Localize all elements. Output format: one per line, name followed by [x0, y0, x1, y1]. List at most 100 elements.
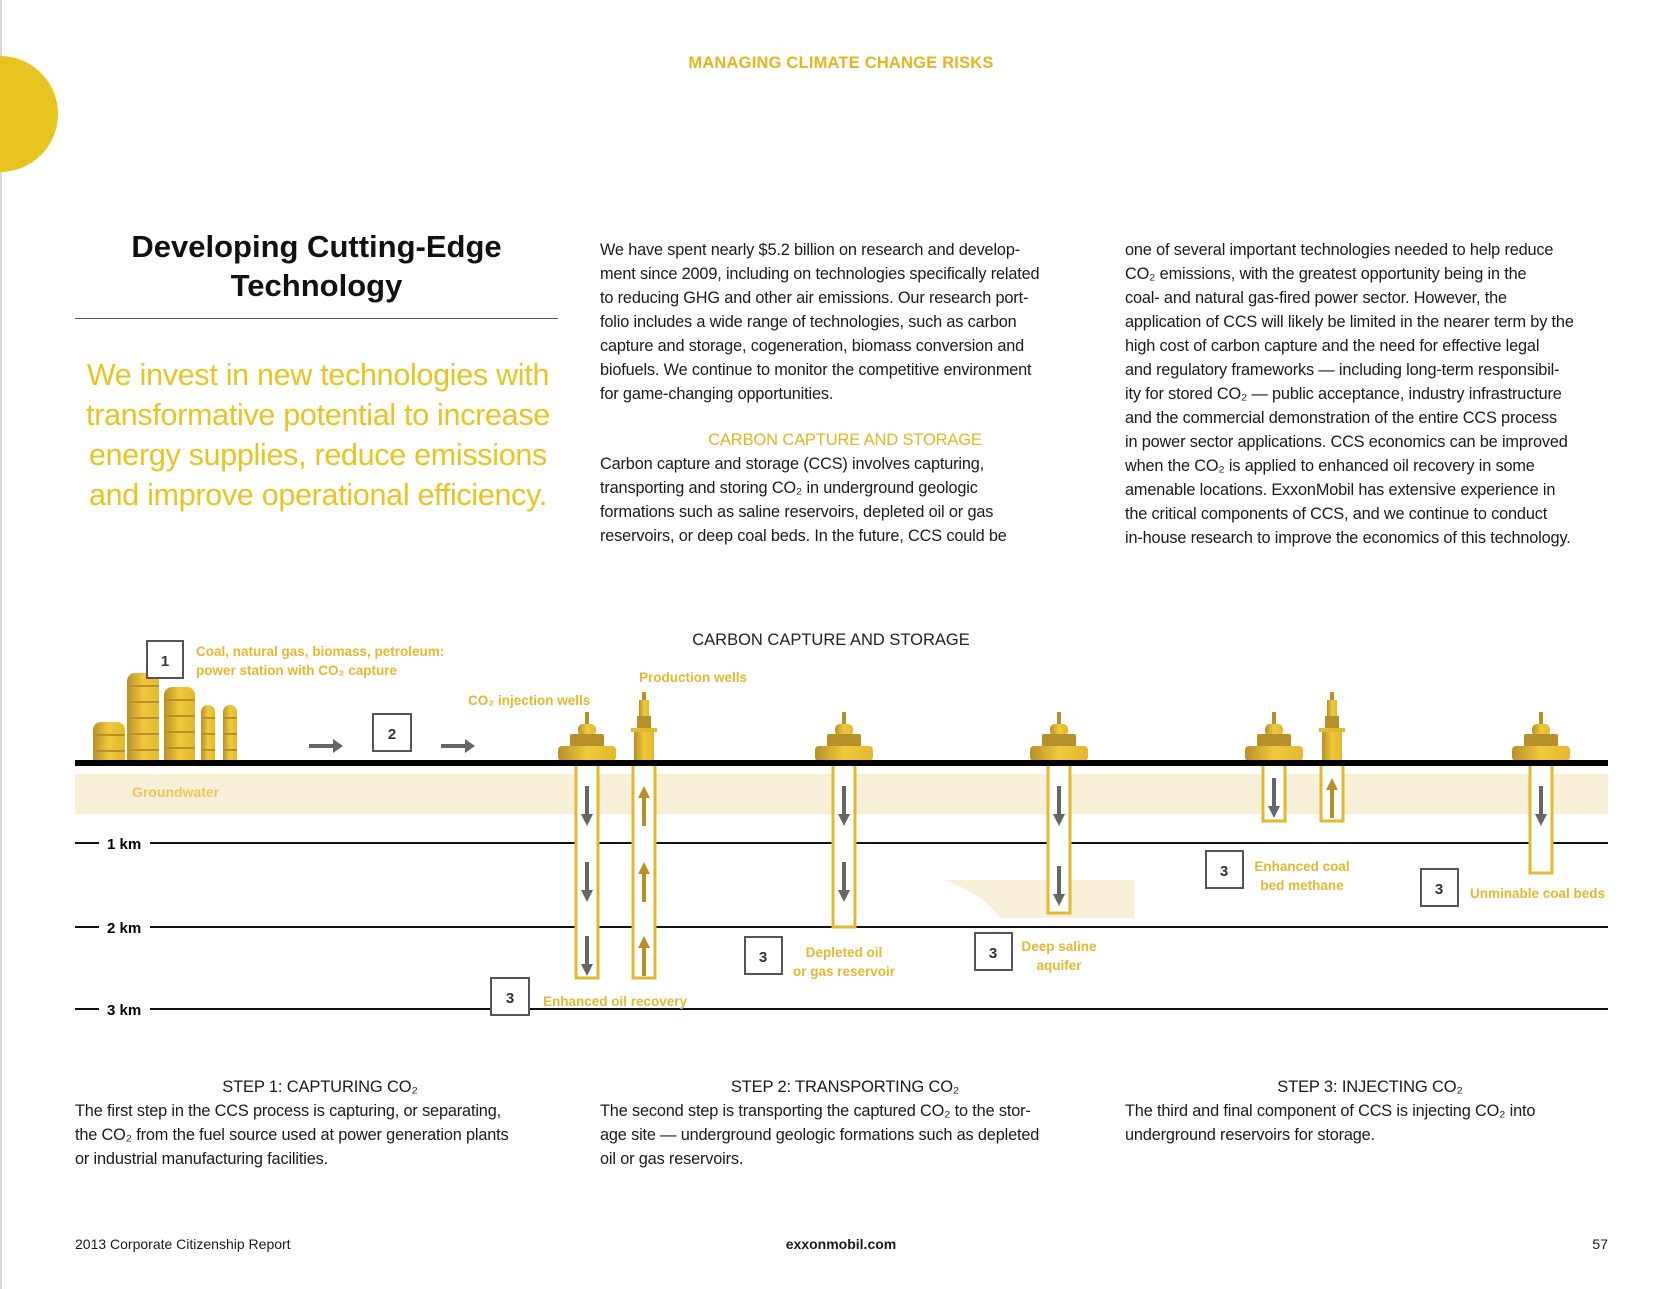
wellhead-stem [1057, 712, 1061, 726]
arrow-head [1268, 806, 1280, 818]
tank-band [164, 731, 195, 733]
page-title-line: Developing Cutting-Edge [131, 229, 502, 264]
step-3-number: 3 [506, 990, 514, 1007]
production-wells-label: Production wells [639, 670, 747, 685]
tank-band [223, 749, 237, 751]
wellhead-icon [631, 692, 657, 761]
step-3-number: 3 [1435, 881, 1443, 898]
depth-label: 2 km [107, 920, 141, 937]
wellhead-base [1512, 746, 1570, 761]
step-3-number: 3 [759, 949, 767, 966]
footer-report-title: 2013 Corporate Citizenship Report [75, 1236, 291, 1252]
body-line: and regulatory frameworks — including lo… [1125, 361, 1560, 379]
arrow-down-icon [838, 786, 850, 826]
arrow-head [581, 890, 593, 902]
step-line: or industrial manufacturing facilities. [75, 1150, 328, 1168]
injection-well [1512, 712, 1570, 875]
step-1-number: 1 [161, 653, 169, 670]
body-line: high cost of carbon capture and the need… [1125, 337, 1540, 355]
wellhead-block [1325, 716, 1339, 728]
arrow-up-icon [638, 936, 650, 976]
arrow-shaft [585, 786, 589, 816]
storage-tank [127, 673, 159, 761]
arrow-head [638, 862, 650, 874]
source-label: power station with CO₂ capture [196, 663, 398, 678]
injection-well [1245, 712, 1303, 823]
wellhead-icon [815, 712, 873, 761]
body-line: for game-changing opportunities. [600, 385, 834, 403]
wellhead-stem [1272, 712, 1276, 726]
wellhead-tower [1327, 700, 1337, 718]
step-2-number: 2 [388, 726, 396, 743]
arrow-shaft [842, 862, 846, 892]
wellhead-cap [578, 724, 596, 736]
body-line: coal- and natural gas-fired power sector… [1125, 289, 1507, 307]
tank-body [223, 713, 237, 761]
arrow-shaft [642, 872, 646, 902]
arrow-head [638, 786, 650, 798]
ground-surface [75, 760, 1608, 766]
arrow-head [581, 814, 593, 826]
arrow-down-icon [1053, 786, 1065, 826]
site-enhanced-oil-recovery: 3 Enhanced oil recovery [490, 977, 688, 1016]
wellhead-cap [1265, 724, 1283, 736]
body-column-2: We have spent nearly $5.2 billion on res… [600, 238, 1090, 548]
arrow-shaft [585, 862, 589, 892]
step-3-number: 3 [1220, 863, 1228, 880]
wellhead-body [827, 734, 861, 747]
tank-band [127, 717, 159, 719]
wells [558, 692, 1570, 980]
body-line: ity for stored CO₂ — public acceptance, … [1125, 385, 1562, 403]
step-line: The first step in the CCS process is cap… [75, 1102, 501, 1120]
step-heading: STEP 2: TRANSPORTING CO₂ [730, 1078, 960, 1096]
arrow-head [1326, 778, 1338, 790]
wellhead-base [558, 746, 616, 761]
source-label: Coal, natural gas, biomass, petroleum: [196, 644, 444, 659]
body-line: ment since 2009, including on technologi… [600, 265, 1040, 283]
body-line: to reducing GHG and other air emissions.… [600, 289, 1029, 307]
section-tab-marker [0, 56, 58, 172]
arrow-down-icon [581, 862, 593, 902]
arrow-up-icon [638, 786, 650, 826]
arrow-right-icon [309, 739, 343, 753]
body-line: biofuels. We continue to monitor the com… [600, 361, 1032, 379]
tank-band [223, 717, 237, 719]
page-edge [0, 0, 2, 1289]
page-number: 57 [1592, 1236, 1608, 1252]
wellhead-collar [631, 728, 657, 732]
body-line: reservoirs, or deep coal beds. In the fu… [600, 527, 1007, 545]
step-3-description: STEP 3: INJECTING CO₂ The third and fina… [1125, 1075, 1615, 1147]
page-title: Developing Cutting-Edge Technology [75, 227, 558, 305]
wellhead-base [1030, 746, 1088, 761]
title-divider [75, 318, 558, 319]
body-line: formations such as saline reservoirs, de… [600, 503, 994, 521]
ccs-diagram: CARBON CAPTURE AND STORAGE Groundwater 1… [75, 631, 1608, 1019]
pull-quote: We invest in new technologies with trans… [68, 355, 568, 515]
arrow-shaft [642, 946, 646, 976]
arrow-shaft [1057, 866, 1061, 896]
body-line: We have spent nearly $5.2 billion on res… [600, 241, 1021, 259]
wellhead-body [1042, 734, 1076, 747]
site-label: or gas reservoir [793, 964, 896, 979]
body-line: Carbon capture and storage (CCS) involve… [600, 455, 985, 473]
site-label: Depleted oil [806, 945, 883, 960]
arrow-up-icon [638, 862, 650, 902]
body-line: CO₂ emissions, with the greatest opportu… [1125, 265, 1527, 283]
storage-tank [164, 687, 195, 761]
step-3-box [974, 932, 1013, 971]
injection-well [1030, 712, 1088, 915]
step-3-box [1420, 868, 1459, 907]
footer-website[interactable]: exxonmobil.com [785, 1236, 897, 1252]
wellhead-base [634, 732, 654, 761]
wellhead-base [1245, 746, 1303, 761]
arrow-head [638, 936, 650, 948]
step-line: underground reservoirs for storage. [1125, 1126, 1375, 1144]
body-line: in power sector applications. CCS econom… [1125, 433, 1568, 451]
step-line: oil or gas reservoirs. [600, 1150, 744, 1168]
wellhead-collar [1319, 728, 1345, 732]
body-line: amenable locations. ExxonMobil has exten… [1125, 481, 1556, 499]
tank-body [201, 713, 215, 761]
arrow-head [838, 814, 850, 826]
site-deep-saline-aquifer: 3 Deep saline aquifer [974, 932, 1097, 973]
wellhead-spire [642, 692, 646, 702]
